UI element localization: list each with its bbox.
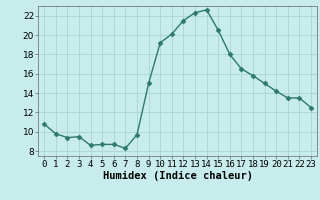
- X-axis label: Humidex (Indice chaleur): Humidex (Indice chaleur): [103, 171, 252, 181]
